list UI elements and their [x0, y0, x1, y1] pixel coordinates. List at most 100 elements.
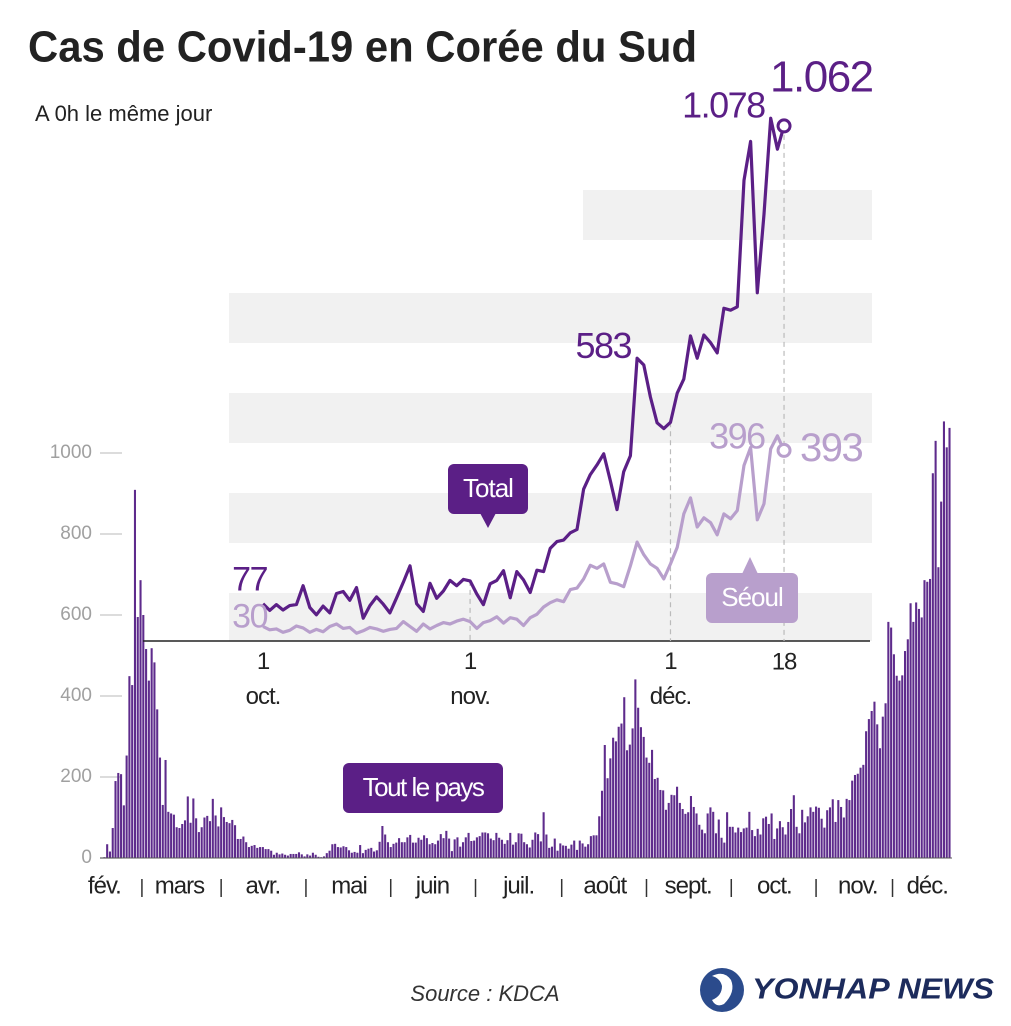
bar	[436, 840, 440, 858]
bar	[909, 603, 912, 858]
bar	[631, 728, 634, 858]
bar	[222, 817, 225, 858]
bar	[236, 838, 239, 858]
bar	[531, 839, 534, 858]
callout-country: Tout le pays	[343, 763, 503, 813]
bar	[609, 758, 612, 858]
bar	[556, 850, 559, 858]
bar	[575, 849, 579, 858]
bar	[239, 838, 242, 858]
callout-box	[343, 763, 503, 813]
bar	[812, 811, 815, 858]
bar	[392, 843, 395, 858]
bar	[937, 567, 940, 858]
bar	[189, 822, 192, 858]
bar	[364, 849, 367, 858]
bar	[514, 842, 517, 858]
bar	[628, 744, 631, 858]
bar	[256, 847, 259, 858]
bar	[659, 789, 662, 858]
bar	[717, 819, 720, 858]
bar	[781, 827, 784, 858]
bar	[359, 845, 362, 858]
band	[229, 393, 872, 443]
x-tick-label: déc.	[907, 872, 948, 899]
bar	[245, 842, 248, 858]
bar	[534, 832, 537, 858]
bar	[851, 780, 854, 858]
bar	[114, 781, 117, 858]
bar	[295, 853, 298, 858]
bar	[111, 828, 114, 858]
bar	[203, 817, 206, 858]
bar	[264, 849, 267, 858]
bar	[434, 844, 437, 858]
bar	[553, 838, 556, 858]
bar	[409, 834, 412, 858]
bar	[475, 837, 478, 858]
bar	[353, 851, 356, 858]
bar	[773, 838, 776, 858]
bar	[859, 767, 862, 858]
bar	[120, 774, 123, 858]
bar	[642, 736, 645, 858]
bar	[945, 447, 948, 858]
bar	[158, 757, 162, 858]
x-tick-label: juin	[415, 872, 449, 899]
bar	[600, 790, 604, 858]
callout-pointer	[742, 557, 758, 574]
bar	[303, 856, 306, 858]
bar	[253, 845, 256, 858]
x-tick-label: août	[583, 872, 627, 899]
bar	[142, 615, 145, 858]
bar	[164, 759, 167, 858]
bar	[776, 828, 779, 858]
bar	[325, 853, 328, 858]
bar	[417, 837, 420, 858]
bar	[926, 581, 929, 858]
bar	[172, 814, 175, 858]
bar	[550, 846, 554, 858]
bar	[564, 845, 567, 858]
bar	[195, 818, 198, 858]
bar	[128, 676, 131, 858]
bar	[442, 838, 445, 858]
band	[229, 493, 872, 543]
bar	[815, 806, 818, 858]
bar	[906, 639, 909, 858]
bar	[139, 580, 142, 858]
bar	[748, 811, 751, 858]
bar	[667, 802, 670, 858]
bar	[361, 853, 364, 858]
bar	[684, 813, 687, 858]
bar	[406, 837, 409, 858]
bar	[856, 773, 859, 858]
bar	[795, 826, 798, 858]
bar	[581, 843, 584, 858]
bar	[133, 489, 137, 858]
bar	[520, 833, 523, 858]
bar	[464, 837, 467, 858]
bar	[737, 827, 740, 858]
bar	[545, 834, 548, 858]
x-tick-label: mars	[155, 872, 205, 899]
bar	[790, 808, 793, 858]
x-tick-label: fév.	[88, 872, 121, 899]
bar	[742, 828, 745, 858]
bar	[903, 651, 907, 858]
bar	[698, 824, 701, 858]
bar	[503, 843, 506, 858]
bar	[314, 854, 317, 858]
bar	[220, 807, 223, 858]
bar	[300, 854, 303, 858]
main-chart: 0 200 400 600 800 1000 fév. mars avr. mai juin juil…	[50, 421, 952, 899]
bar	[587, 844, 590, 858]
bar	[145, 649, 148, 858]
bar	[423, 835, 426, 858]
bar	[411, 842, 415, 858]
bar	[751, 830, 754, 858]
x-tick-label: oct.	[757, 872, 792, 899]
bar	[448, 838, 451, 858]
bar	[892, 654, 895, 858]
